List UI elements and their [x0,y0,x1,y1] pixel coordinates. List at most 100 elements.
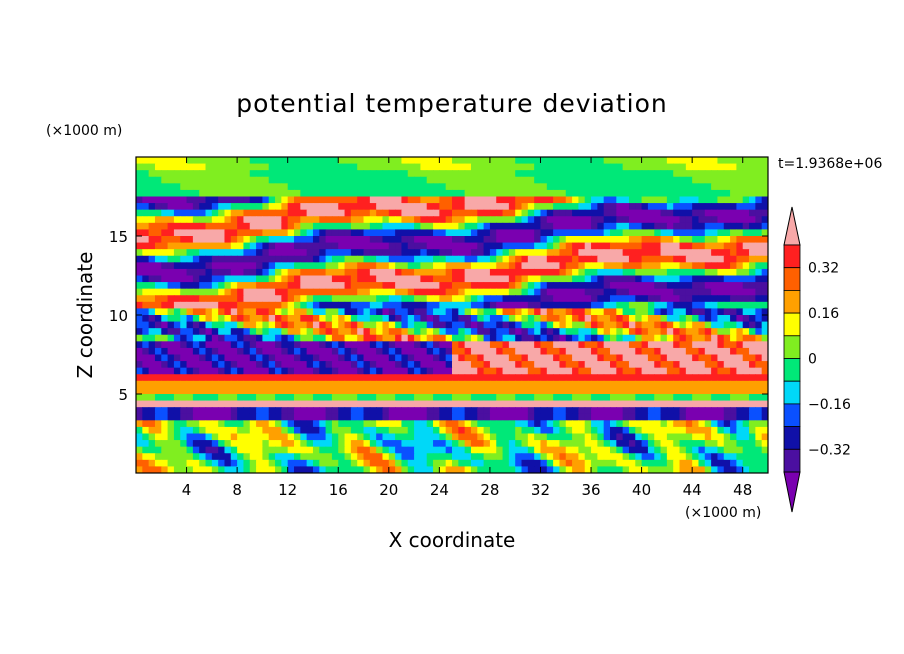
contour-cell [553,374,561,382]
contour-cell [540,361,548,369]
contour-cell [540,222,548,231]
contour-cell [180,426,188,435]
contour-cell [426,163,434,171]
contour-cell [483,163,491,171]
contour-cell [224,367,232,375]
contour-cell [742,446,750,454]
contour-cell [591,255,598,263]
contour-cell [527,361,535,369]
contour-cell [369,446,377,454]
contour-cell [243,433,251,441]
contour-cell [199,354,207,362]
contour-cell [578,361,586,369]
contour-cell [673,222,681,231]
contour-cell [572,347,579,356]
contour-cell [312,229,320,237]
contour-cell [723,466,731,473]
contour-cell [230,229,238,237]
contour-cell [312,426,320,435]
contour-cell [331,157,339,165]
contour-cell [167,262,175,270]
contour-cell [616,242,624,250]
contour-cell [736,216,744,224]
contour-cell [546,413,554,421]
contour-cell [243,275,251,283]
contour-cell [660,328,668,336]
contour-cell [540,242,548,250]
colorbar-segment [783,312,801,337]
contour-cell [685,189,693,198]
contour-cell [755,282,763,290]
contour-cell [534,315,542,323]
contour-cell [243,157,251,165]
contour-cell [192,380,200,389]
contour-cell [723,301,731,310]
contour-cell [350,420,358,428]
contour-cell [300,361,308,369]
contour-cell [243,209,251,217]
contour-cell [420,380,428,389]
contour-cell [572,367,579,375]
contour-cell [243,380,251,389]
contour-cell [711,394,719,402]
contour-cell [622,440,630,448]
contour-cell [521,440,529,448]
contour-cell [319,288,327,296]
contour-cell [161,453,169,461]
contour-cell [357,315,365,323]
contour-cell [319,334,327,342]
contour-cell [173,216,181,224]
contour-cell [654,176,662,184]
contour-cell [426,242,434,250]
contour-cell [237,426,245,435]
contour-cell [281,315,289,323]
contour-cell [736,163,744,171]
contour-cell [173,407,181,415]
contour-cell [420,308,428,316]
contour-cell [666,466,674,473]
contour-cell [325,341,333,349]
contour-cell [635,328,643,336]
contour-cell [136,222,143,231]
contour-cell [312,321,320,329]
contour-cell [445,176,453,184]
contour-cell [325,407,333,415]
contour-cell [161,321,169,329]
contour-cell [508,361,516,369]
contour-cell [597,163,605,171]
contour-cell [237,262,245,270]
contour-cell [243,268,251,277]
contour-cell [148,176,156,184]
contour-cell [407,176,415,184]
contour-cell [199,301,207,310]
contour-cell [256,157,263,165]
contour-cell [489,229,497,237]
contour-cell [546,189,554,198]
contour-cell [161,183,169,191]
contour-cell [287,157,295,165]
contour-cell [325,209,333,217]
contour-cell [641,446,649,454]
contour-cell [711,176,719,184]
contour-cell [287,255,295,263]
contour-cell [470,426,478,435]
contour-cell [578,459,586,468]
contour-cell [268,347,276,356]
contour-cell [275,301,282,310]
contour-cell [508,459,516,468]
contour-cell [521,387,529,395]
contour-cell [666,203,674,211]
contour-cell [230,249,238,257]
contour-cell [489,308,497,316]
contour-cell [527,196,535,204]
contour-cell [319,367,327,375]
contour-cell [559,453,567,461]
contour-cell [338,413,346,421]
contour-cell [154,341,162,349]
contour-cell [414,459,421,468]
contour-cell [730,354,737,362]
contour-cell [294,400,301,408]
contour-cell [761,157,768,165]
contour-cell [546,242,554,250]
contour-cell [136,229,143,237]
